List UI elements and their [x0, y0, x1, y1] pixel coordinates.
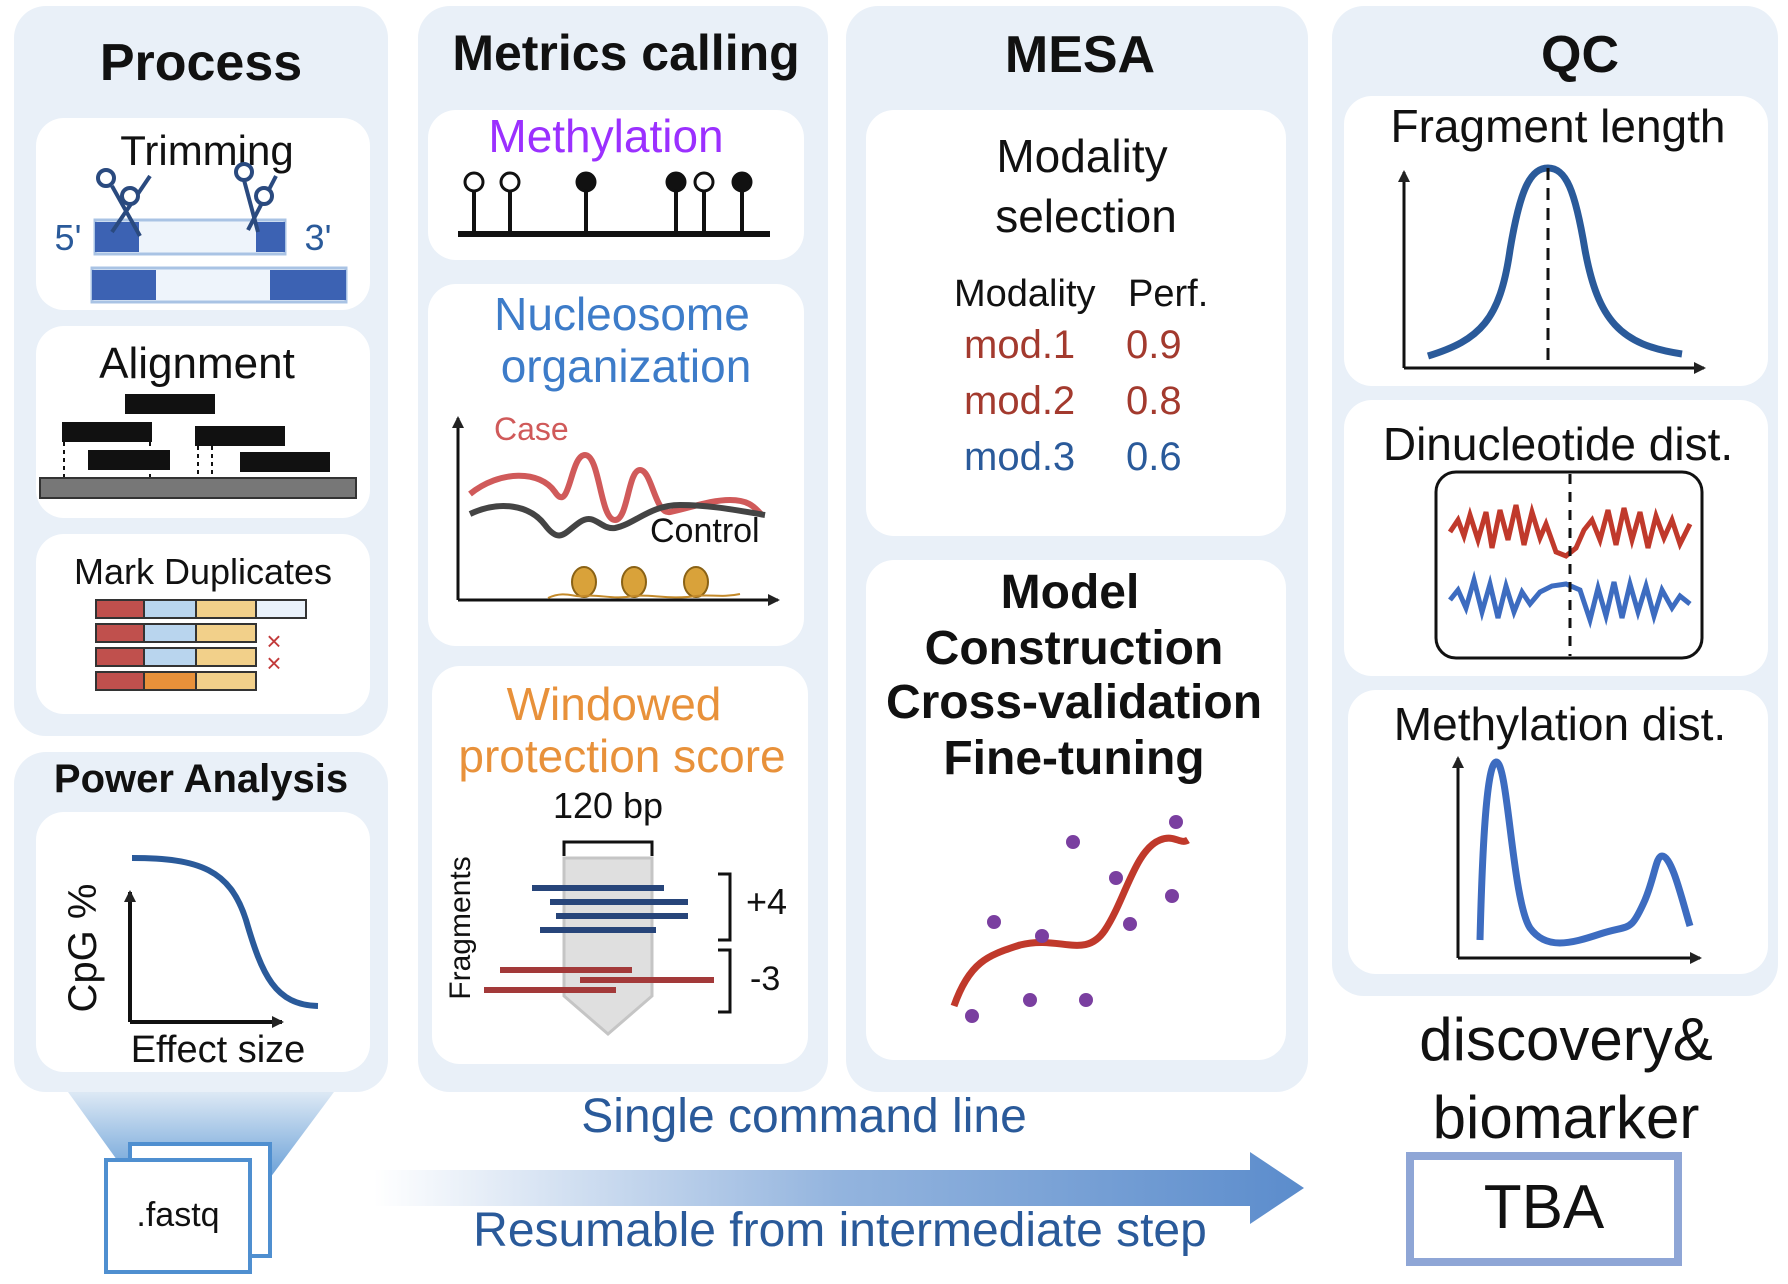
dinucleotide-card: Dinucleotide dist.	[1344, 400, 1768, 676]
trimming-three-prime: 3'	[305, 217, 332, 258]
output-line2: biomarker	[1433, 1084, 1700, 1151]
methylation-title: Methylation	[488, 110, 723, 162]
process-panel: Process Trimming 5' 3'	[14, 6, 388, 736]
dinucleotide-red-curve	[1447, 502, 1693, 559]
wps-plus-label: +4	[746, 881, 787, 922]
modality-name: mod.2	[964, 379, 1075, 423]
power-analysis-panel: Power Analysis CpG % Effect size	[14, 752, 388, 1092]
scissors-icon	[234, 162, 278, 233]
duplicate-marker: ×	[266, 648, 281, 678]
read-segment	[95, 599, 145, 619]
nucleosome-card: Nucleosome organization Case Control	[428, 284, 804, 646]
modality-name: mod.1	[964, 323, 1075, 367]
wps-ylabel: Fragments	[444, 856, 477, 999]
output-section: discovery& biomarker TBA	[1406, 1006, 1713, 1266]
pipeline-line1: Single command line	[581, 1090, 1027, 1143]
model-fit-curve	[950, 834, 1190, 1008]
case-curve	[468, 451, 765, 524]
metrics-calling-title: Metrics calling	[452, 25, 799, 81]
alignment-card: Alignment	[36, 326, 370, 518]
process-title: Process	[100, 34, 302, 92]
read-segment	[95, 623, 145, 643]
read-segment	[143, 671, 197, 691]
modality-selection-card: Modality selection Modality Perf. mod.1 0…	[866, 110, 1286, 536]
read-segment	[195, 671, 257, 691]
modality-perf: 0.8	[1126, 379, 1182, 423]
control-label: Control	[650, 512, 760, 550]
trimming-title: Trimming	[120, 127, 293, 174]
qc-panel: QC Fragment length Dinucleotide dist. Me…	[1332, 6, 1778, 996]
read-segment	[143, 623, 197, 643]
modality-perf: 0.9	[1126, 323, 1182, 367]
wps-minus-label: -3	[750, 960, 780, 998]
pipeline-arrow: Single command line Resumable from inter…	[374, 1090, 1304, 1257]
fragment-length-title: Fragment length	[1391, 100, 1726, 152]
modality-name: mod.3	[964, 435, 1075, 479]
methylated-site	[731, 171, 753, 193]
qc-title: QC	[1541, 26, 1619, 84]
read-segment	[143, 599, 197, 619]
read-segment	[95, 647, 145, 667]
power-ylabel: CpG %	[61, 884, 105, 1013]
input-files: .fastq	[68, 1092, 334, 1274]
modality-selection-title-line1: Modality	[996, 130, 1167, 182]
power-curve	[131, 855, 319, 1009]
tba-box	[1406, 1152, 1682, 1266]
nucleosome-title-line2: organization	[501, 340, 752, 392]
methylation-card: Methylation	[428, 110, 804, 260]
model-line: Construction	[925, 622, 1224, 675]
fastq-file-label: .fastq	[136, 1196, 219, 1234]
dinucleotide-blue-curve	[1448, 570, 1692, 629]
metrics-calling-panel: Metrics calling Methylation Nucleosome o…	[418, 6, 828, 1092]
duplicate-marker: ×	[266, 626, 281, 656]
tba-label: TBA	[1484, 1173, 1605, 1242]
wps-title-line2: protection score	[458, 730, 785, 782]
modality-perf: 0.6	[1126, 435, 1182, 479]
methylated-site	[575, 171, 597, 193]
unmethylated-site	[463, 171, 485, 193]
fragment-length-card: Fragment length	[1344, 96, 1768, 386]
unmethylated-site	[693, 171, 715, 193]
scissors-icon	[96, 168, 152, 237]
output-line1: discovery&	[1419, 1006, 1712, 1073]
alignment-title: Alignment	[99, 339, 295, 388]
wps-window-label: 120 bp	[553, 785, 663, 826]
model-line: Cross-validation	[886, 676, 1262, 729]
read-segment	[195, 647, 257, 667]
mark-duplicates-title: Mark Duplicates	[74, 551, 332, 592]
methylated-site	[665, 171, 687, 193]
model-construction-card: Model Construction Cross-validation Fine…	[866, 560, 1286, 1060]
mark-duplicates-card: Mark Duplicates × ×	[36, 534, 370, 714]
methylation-dist-curve	[1476, 758, 1694, 947]
methylation-dist-title: Methylation dist.	[1394, 698, 1726, 750]
trimming-card: Trimming 5' 3'	[36, 118, 370, 310]
power-xlabel: Effect size	[131, 1029, 306, 1071]
read-segment	[255, 599, 307, 619]
read-segment	[95, 671, 145, 691]
wps-card: Windowed protection score 120 bp +4 -3 F…	[432, 666, 808, 1064]
modality-selection-title-line2: selection	[995, 190, 1177, 242]
dinucleotide-title: Dinucleotide dist.	[1383, 418, 1733, 470]
pipeline-line2: Resumable from intermediate step	[473, 1204, 1207, 1257]
control-curve	[468, 501, 766, 539]
unmethylated-site	[499, 171, 521, 193]
trimming-five-prime: 5'	[55, 217, 82, 258]
mesa-panel: MESA Modality selection Modality Perf. m…	[846, 6, 1308, 1092]
modality-column-header: Modality	[954, 273, 1096, 315]
case-label: Case	[494, 411, 569, 447]
read-segment	[195, 623, 257, 643]
methylation-dist-card: Methylation dist.	[1348, 690, 1768, 974]
model-line: Fine-tuning	[943, 732, 1204, 785]
perf-column-header: Perf.	[1128, 273, 1208, 315]
read-segment	[143, 647, 197, 667]
power-analysis-title: Power Analysis	[54, 757, 348, 801]
nucleosome-icon	[547, 566, 741, 599]
read-segment	[195, 599, 257, 619]
wps-title-line1: Windowed	[507, 678, 722, 730]
model-line: Model	[1001, 566, 1140, 619]
mesa-title: MESA	[1005, 26, 1155, 84]
fastq-file-icon	[104, 1158, 252, 1274]
nucleosome-title-line1: Nucleosome	[494, 288, 750, 340]
